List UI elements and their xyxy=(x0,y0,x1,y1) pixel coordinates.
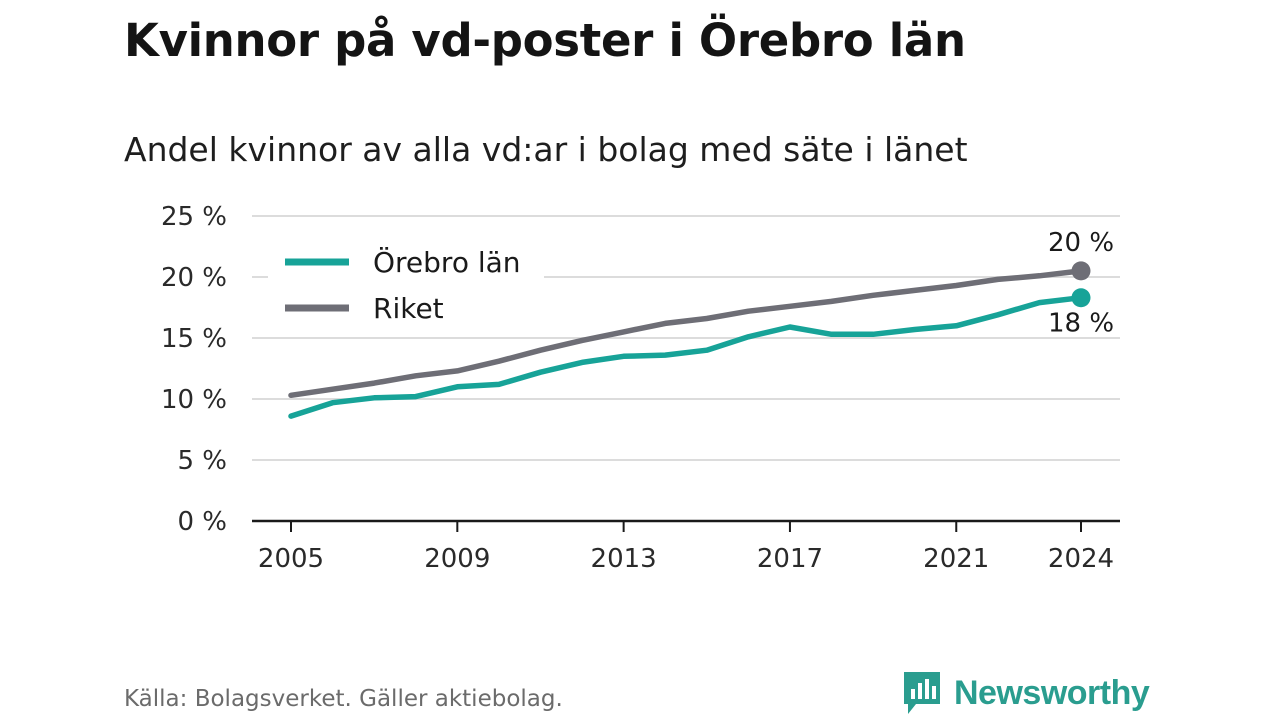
y-tick-label: 0 % xyxy=(177,507,227,537)
newsworthy-logo-icon xyxy=(904,672,940,714)
legend-label: Riket xyxy=(373,292,444,325)
axes: 0 % 5 % 10 % 15 % 20 % 25 % 2005 2009 2013 2017 20… xyxy=(161,202,1120,574)
source-note: Källa: Bolagsverket. Gäller aktiebolag. xyxy=(124,686,563,712)
legend-label: Örebro län xyxy=(373,245,521,279)
legend: Örebro län Riket xyxy=(268,234,544,328)
legend-background xyxy=(268,234,544,328)
y-tick-label: 15 % xyxy=(161,324,227,354)
y-tick-label: 10 % xyxy=(161,385,227,415)
series-end-point xyxy=(1071,288,1091,308)
x-tick-label: 2013 xyxy=(591,544,657,574)
y-tick-label: 20 % xyxy=(161,263,227,293)
x-tick-label: 2024 xyxy=(1048,544,1114,574)
end-labels: 20 % 18 % xyxy=(1048,228,1114,339)
chart-title: Kvinnor på vd-poster i Örebro län xyxy=(124,14,966,67)
x-tick-label: 2009 xyxy=(424,544,490,574)
series-line xyxy=(288,294,1084,419)
y-tick-label: 5 % xyxy=(177,446,227,476)
series-lines xyxy=(288,261,1091,419)
series-line xyxy=(288,268,1084,399)
brand-logo[interactable]: Newsworthy xyxy=(902,670,1150,716)
end-value-label: 20 % xyxy=(1048,228,1114,258)
x-tick-label: 2005 xyxy=(258,544,324,574)
series-end-point xyxy=(1071,261,1091,281)
y-tick-label: 25 % xyxy=(161,202,227,232)
chart-subtitle: Andel kvinnor av alla vd:ar i bolag med … xyxy=(124,130,968,169)
brand-name: Newsworthy xyxy=(954,673,1150,712)
x-tick-label: 2017 xyxy=(757,544,823,574)
end-value-label: 18 % xyxy=(1048,309,1114,339)
x-tick-label: 2021 xyxy=(923,544,989,574)
